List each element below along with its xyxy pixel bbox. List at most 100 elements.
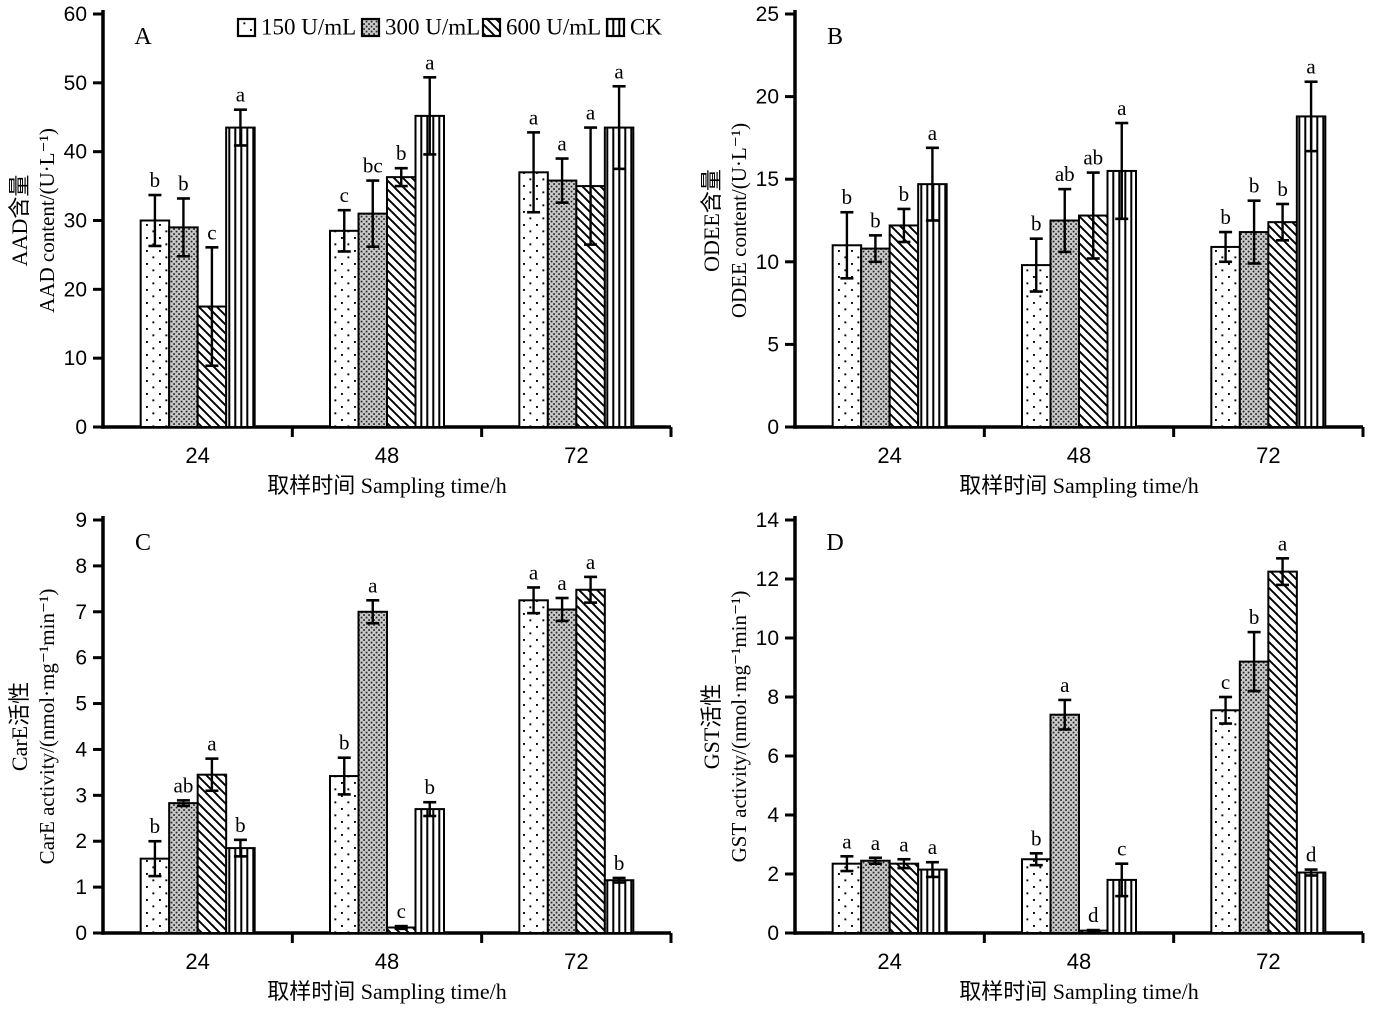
x-category-label: 24 (877, 949, 901, 974)
sig-letter: a (236, 83, 246, 107)
chart-panel-a-aad-content: 0 10 20 30 40 50 60 24 48 72 b c a b bc a c b a a a a A AAD含量 AA… (0, 0, 691, 505)
sig-letter: a (928, 835, 938, 859)
bar-300-u-ml (1049, 219, 1080, 428)
panel-label: C (135, 530, 151, 556)
y-axis-label-en: AAD content/(U·L⁻¹) (35, 128, 59, 313)
sig-letter: c (340, 183, 349, 207)
bar-ck (1295, 115, 1327, 428)
bar-600-u-ml (888, 862, 920, 934)
y-tick-label: 10 (756, 627, 779, 650)
sig-letter: a (614, 59, 624, 83)
sig-letter: ab (1083, 146, 1103, 170)
bar-300-u-ml (860, 859, 891, 935)
y-axis-label-cn: GST活性 (699, 684, 724, 770)
bar-ck (917, 183, 948, 428)
bar-150-u-ml (329, 775, 360, 934)
y-tick-label: 9 (75, 509, 87, 532)
y-tick-label: 6 (75, 647, 87, 670)
sig-letter: c (1221, 670, 1230, 694)
sig-letter: b (1031, 826, 1042, 850)
y-tick-label: 8 (75, 555, 87, 578)
sig-letter: b (235, 813, 246, 837)
y-tick-label: 60 (64, 3, 87, 26)
bar-150-u-ml (831, 862, 863, 934)
y-tick-label: 5 (767, 333, 779, 356)
legend-label: 150 U/mL (261, 15, 356, 40)
chart-panel-d-gst-activity: 0 2 4 6 8 10 12 14 24 48 72 a b c a a b a d a a c d D GST活性 GST a… (692, 506, 1383, 1011)
sig-letter: b (339, 731, 350, 755)
sig-letter: a (1306, 55, 1316, 79)
bar-300-u-ml (546, 608, 578, 934)
bar-600-u-ml (888, 224, 920, 428)
bar-600-u-ml (196, 773, 228, 934)
bar-300-u-ml (860, 247, 891, 428)
chart-panel-b-odee-content: 0 5 10 15 20 25 24 48 72 b b b b ab b b ab b a a a B ODEE含量 ODE… (692, 0, 1383, 505)
x-category-label: 72 (564, 443, 588, 468)
legend-swatch-diagonal-hatch (481, 17, 502, 38)
sig-letter: a (586, 101, 596, 125)
bar-ck (1295, 871, 1327, 934)
sig-letter: b (396, 141, 407, 165)
legend-label: 300 U/mL (385, 15, 480, 40)
bar-ck (603, 879, 635, 935)
bar-150-u-ml (518, 599, 549, 935)
y-tick-label: 40 (64, 141, 87, 164)
y-tick-label: 25 (756, 3, 779, 26)
bar-600-u-ml (1267, 221, 1298, 428)
y-tick-label: 2 (75, 830, 87, 853)
bar-ck (414, 114, 445, 429)
x-axis-label: 取样时间 Sampling time/h (267, 473, 507, 498)
sig-letter: b (150, 168, 161, 192)
sig-letter: b (870, 208, 881, 232)
y-tick-label: 2 (767, 863, 779, 886)
sig-letter: c (207, 220, 216, 244)
bar-ck (225, 847, 256, 935)
sig-letter: a (1278, 531, 1288, 555)
bar-150-u-ml (329, 229, 360, 428)
x-category-label: 24 (185, 443, 209, 468)
sig-letter: a (1060, 673, 1070, 697)
bar-150-u-ml (1210, 245, 1241, 428)
panel-label: B (827, 24, 843, 50)
x-category-label: 24 (877, 443, 901, 468)
bar-600-u-ml (386, 176, 417, 428)
x-category-label: 72 (1256, 443, 1280, 468)
sig-letter: b (842, 185, 853, 209)
bar-150-u-ml (139, 219, 171, 428)
y-tick-label: 12 (756, 568, 779, 591)
y-tick-label: 6 (767, 745, 779, 768)
chart-panel-c-care-activity: 0 1 2 3 4 5 6 7 8 9 24 48 72 b b a ab a a a c a b b b C CarE活性 CarE… (0, 506, 691, 1011)
bar-300-u-ml (546, 179, 578, 428)
sig-letter: b (425, 775, 436, 799)
bar-150-u-ml (1021, 858, 1052, 934)
x-category-label: 48 (375, 443, 399, 468)
sig-letter: b (614, 851, 625, 875)
sig-letter: c (397, 899, 406, 923)
sig-letter: b (1249, 605, 1260, 629)
sig-letter: ab (1055, 162, 1075, 186)
sig-letter: a (425, 50, 435, 74)
bar-300-u-ml (1049, 713, 1080, 934)
panel-label: D (826, 530, 843, 556)
y-tick-label: 3 (75, 784, 87, 807)
y-tick-label: 30 (64, 210, 87, 233)
sig-letter: a (529, 105, 539, 129)
y-tick-label: 1 (75, 876, 87, 899)
y-axis-label-en: GST activity/(nmol·mg⁻¹min⁻¹) (727, 591, 751, 863)
sig-letter: a (586, 550, 596, 574)
sig-letter: a (899, 832, 909, 856)
y-axis-label-cn: ODEE含量 (699, 169, 724, 272)
bar-300-u-ml (168, 802, 199, 934)
y-tick-label: 0 (75, 416, 87, 439)
sig-letter: bc (363, 154, 383, 178)
y-axis-label-cn: AAD含量 (7, 175, 32, 267)
y-tick-label: 7 (75, 601, 87, 624)
y-tick-label: 4 (75, 738, 87, 761)
sig-letter: ab (174, 773, 194, 797)
y-tick-label: 10 (64, 347, 87, 370)
y-tick-label: 20 (756, 86, 779, 109)
bar-300-u-ml (357, 610, 388, 935)
y-tick-label: 10 (756, 251, 779, 274)
bar-600-u-ml (1267, 570, 1298, 934)
